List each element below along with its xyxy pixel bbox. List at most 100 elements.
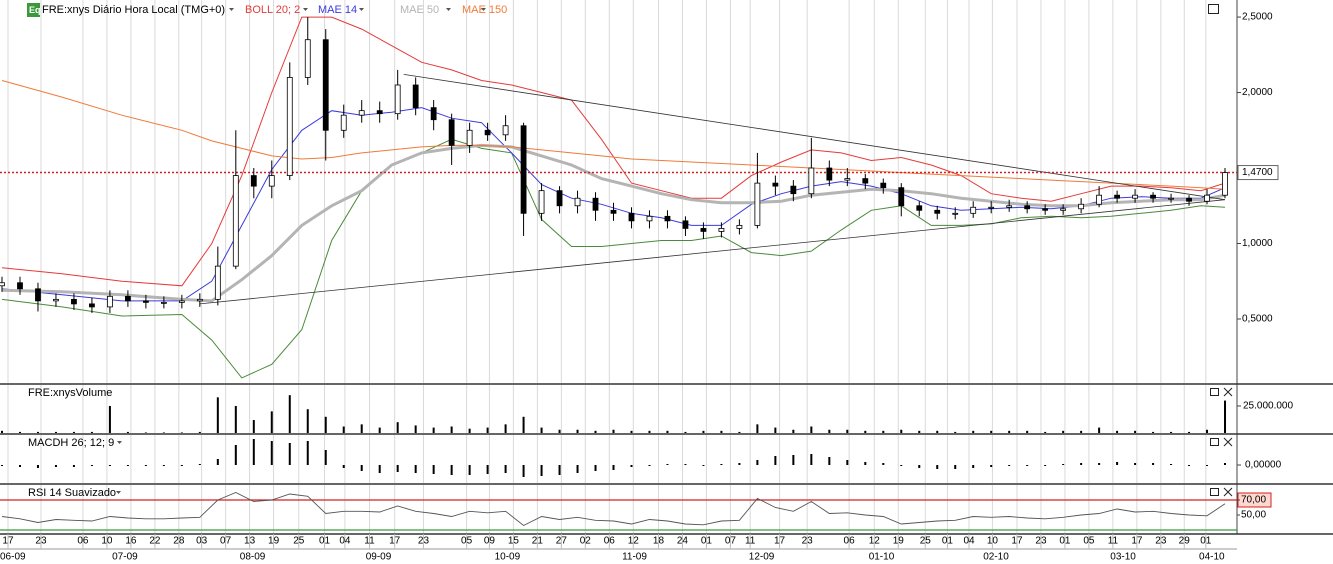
- x-tick-label: 01: [1059, 536, 1071, 547]
- x-tick-label: 23: [418, 536, 430, 547]
- macd-bar: [846, 460, 849, 465]
- legend-entry[interactable]: MAE 14: [318, 4, 357, 16]
- x-tick-label: 09: [484, 536, 496, 547]
- volume-bar: [612, 429, 615, 433]
- x-tick-label: 01: [701, 536, 713, 547]
- macd-bar: [720, 464, 723, 465]
- x-tick-label: 02: [580, 536, 592, 547]
- macd-bar: [702, 465, 705, 466]
- macd-bar: [864, 462, 867, 465]
- x-tick-label: 27: [556, 536, 568, 547]
- panel-title[interactable]: FRE:xnysVolume: [28, 387, 112, 399]
- y-tick-label: 0,00000: [1245, 460, 1282, 471]
- panel-title[interactable]: MACDH 26; 12; 9: [28, 437, 114, 449]
- macd-bar: [144, 465, 147, 466]
- macd-bar: [954, 465, 957, 469]
- macd-bar: [126, 465, 129, 466]
- x-tick-label: 23: [1155, 536, 1167, 547]
- legend-entry[interactable]: MAE 150: [462, 4, 507, 16]
- dropdown-arrows: [116, 441, 122, 494]
- panel-title[interactable]: RSI 14 Suavizado: [28, 487, 116, 499]
- candle-body: [412, 84, 419, 109]
- candle-body: [862, 178, 869, 184]
- volume-bar: [810, 426, 813, 433]
- macd-bar: [882, 463, 885, 465]
- volume-bar: [936, 430, 939, 433]
- x-tick-label: 17: [774, 536, 786, 547]
- volume-bar: [108, 405, 111, 433]
- x-tick-label: 17: [2, 536, 14, 547]
- x-tick-label: 01: [319, 536, 331, 547]
- macd-bar: [1080, 463, 1083, 465]
- x-tick-label: 01: [1200, 536, 1212, 547]
- volume-bar: [756, 424, 759, 433]
- volume-bar: [126, 431, 129, 433]
- volume-bar: [828, 429, 831, 433]
- macd-bar: [828, 457, 831, 465]
- volume-bar: [144, 432, 147, 433]
- candle-body: [196, 298, 203, 302]
- volume-bar: [1098, 427, 1101, 433]
- macd-bar: [342, 465, 345, 468]
- macd-bar: [378, 465, 381, 473]
- volume-bar: [360, 424, 363, 433]
- candle-body: [646, 215, 653, 222]
- x-tick-label: 15: [508, 536, 520, 547]
- candle-body: [808, 167, 815, 195]
- candle-body: [754, 182, 761, 226]
- macd-bar: [1206, 465, 1209, 466]
- volume-bar: [414, 425, 417, 433]
- x-tick-label: 19: [893, 536, 905, 547]
- macd-bar: [306, 441, 309, 465]
- badge-text: Eq: [29, 5, 41, 15]
- legend-entry[interactable]: MAE 50: [400, 4, 439, 16]
- y-tick-label: 2,5000: [1242, 12, 1273, 23]
- macd-bar: [756, 460, 759, 465]
- x-tick-label: 16: [125, 536, 137, 547]
- macd-bar: [162, 465, 165, 466]
- volume-bar: [432, 427, 435, 433]
- candle-body: [844, 178, 851, 181]
- macd-bar: [432, 465, 435, 474]
- candle-body: [394, 84, 401, 115]
- x-tick-label: 23: [35, 536, 47, 547]
- volume-bar: [378, 427, 381, 433]
- x-tick-label: 25: [293, 536, 305, 547]
- x-tick-label: 06: [844, 536, 856, 547]
- macd-bar: [270, 441, 273, 465]
- candle-body: [556, 190, 563, 207]
- x-tick-label: 19: [268, 536, 280, 547]
- candle-body: [0, 282, 5, 287]
- trend-line: [199, 199, 1226, 305]
- candle-body: [520, 125, 527, 214]
- month-label: 04-10: [1199, 552, 1225, 563]
- grid-layer: [7, 0, 1207, 533]
- macd-bar: [1152, 463, 1155, 465]
- volume-bar: [1, 430, 3, 433]
- candle-body: [160, 301, 167, 304]
- volume-bar: [846, 429, 849, 433]
- volume-bar: [180, 432, 183, 433]
- volume-bar: [774, 427, 777, 433]
- candle-body: [1006, 205, 1013, 208]
- volume-bar: [1206, 429, 1209, 433]
- candle-body: [268, 175, 275, 187]
- macd-bar: [180, 465, 183, 466]
- macd-bar: [486, 465, 489, 474]
- overlay-line: [1, 16, 1226, 287]
- macd-bar: [108, 465, 111, 466]
- candle-body: [35, 288, 41, 302]
- last-price-label: 1,4700: [1242, 167, 1273, 178]
- x-tick-label: 29: [1179, 536, 1191, 547]
- y-tick-label: 25.000.000: [1243, 401, 1293, 412]
- macd-bar: [252, 439, 255, 465]
- volume-bar: [252, 420, 255, 433]
- candle-body: [952, 212, 959, 215]
- volume-bar: [342, 426, 345, 433]
- panel-buttons[interactable]: [1208, 4, 1233, 497]
- macd-bar: [396, 465, 399, 472]
- chart-title[interactable]: FRE:xnys Diário Hora Local (TMG+0): [42, 4, 225, 16]
- legend-entry[interactable]: BOLL 20; 2: [245, 4, 300, 16]
- candle-body: [682, 220, 689, 229]
